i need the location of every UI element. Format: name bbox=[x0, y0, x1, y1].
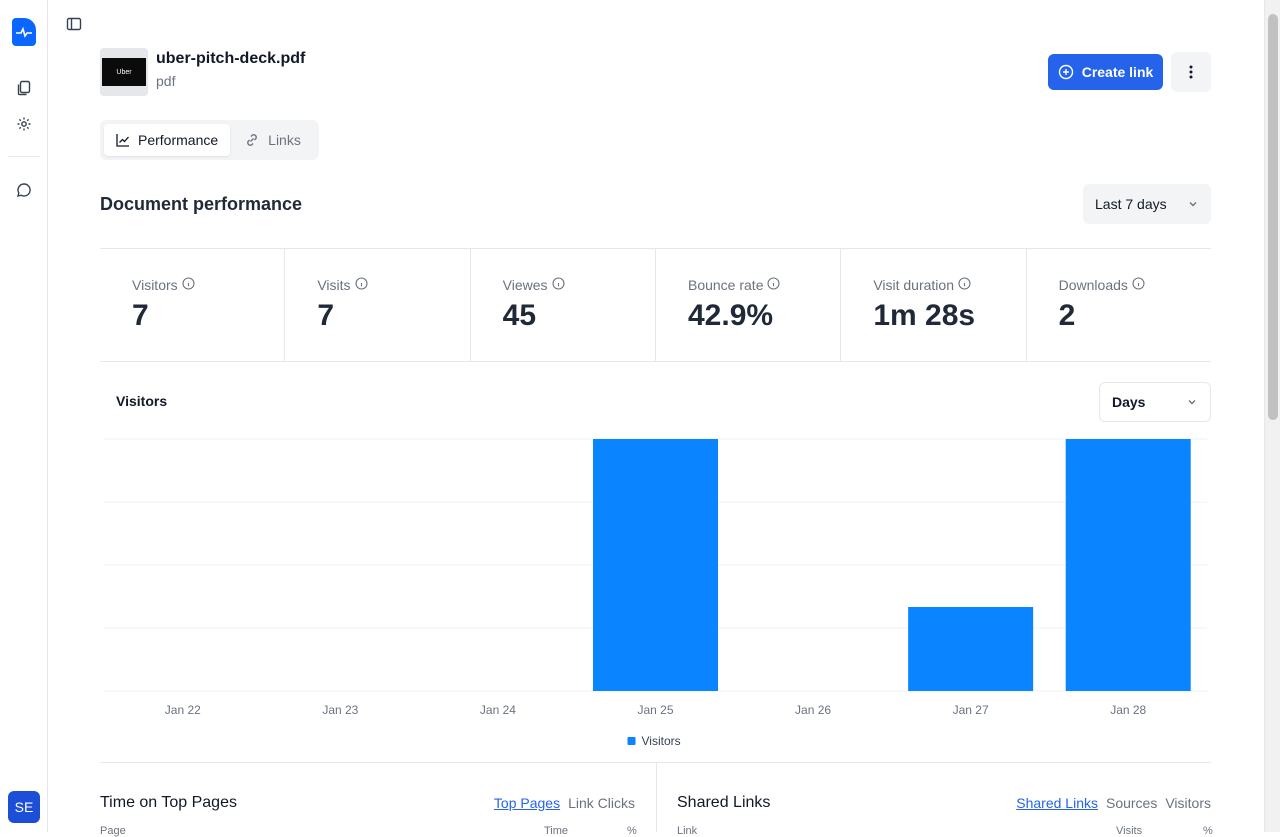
info-icon[interactable] bbox=[767, 277, 781, 293]
column-header-time: Time bbox=[544, 825, 569, 837]
tab-performance[interactable]: Performance bbox=[104, 124, 231, 156]
visitors-link[interactable]: Visitors bbox=[1165, 795, 1211, 811]
app-rail: SE bbox=[0, 0, 48, 832]
create-link-label: Create link bbox=[1081, 64, 1154, 80]
stat-label: Visitors bbox=[132, 277, 178, 293]
stat-label: Viewes bbox=[502, 277, 548, 293]
stats-row: Visitors 7 Visits 7 Viewes 45 Bounce rat… bbox=[100, 248, 1211, 362]
line-chart-icon bbox=[116, 134, 129, 147]
section-title: Document performance bbox=[100, 194, 303, 214]
info-icon[interactable] bbox=[958, 277, 971, 293]
stat-card: Visit duration 1m 28s bbox=[841, 249, 1027, 361]
shared-links-switcher: Shared Links Sources Visitors bbox=[1016, 795, 1211, 811]
column-header-percent: % bbox=[1203, 825, 1213, 837]
x-tick-label: Jan 25 bbox=[637, 703, 673, 717]
stat-label: Bounce rate bbox=[687, 277, 764, 293]
view-tabs: Performance Links bbox=[100, 120, 319, 160]
top-pages-switcher: Top Pages Link Clicks bbox=[494, 795, 635, 811]
shared-links-link[interactable]: Shared Links bbox=[1016, 795, 1098, 811]
x-tick-label: Jan 24 bbox=[480, 703, 516, 717]
sidebar-toggle-icon[interactable] bbox=[64, 14, 84, 34]
info-icon[interactable] bbox=[182, 277, 195, 293]
granularity-value: Days bbox=[1112, 394, 1146, 410]
info-icon[interactable] bbox=[354, 277, 368, 293]
column-header-link: Link bbox=[677, 825, 698, 837]
x-tick-label: Jan 27 bbox=[953, 703, 989, 717]
page-scrollbar[interactable] bbox=[1264, 0, 1280, 832]
settings-icon[interactable] bbox=[14, 114, 34, 134]
chat-icon[interactable] bbox=[14, 180, 34, 200]
bar-jan-27[interactable] bbox=[908, 607, 1034, 691]
stat-value: 42.9% bbox=[687, 299, 774, 332]
chevron-down-icon bbox=[1189, 202, 1197, 207]
stat-label: Visits bbox=[317, 277, 351, 293]
stat-value: 45 bbox=[502, 299, 537, 332]
top-pages-link[interactable]: Top Pages bbox=[493, 795, 561, 811]
user-avatar[interactable]: SE bbox=[8, 791, 40, 823]
tab-links[interactable]: Links bbox=[232, 124, 313, 156]
x-tick-label: Jan 23 bbox=[322, 703, 358, 717]
thumbnail-text: Uber bbox=[102, 58, 146, 86]
chevron-down-icon bbox=[1188, 400, 1196, 405]
scrollbar-thumb[interactable] bbox=[1268, 14, 1278, 420]
x-tick-label: Jan 26 bbox=[795, 703, 831, 717]
tab-performance-label: Performance bbox=[138, 132, 219, 148]
stat-card: Bounce rate 42.9% bbox=[656, 249, 842, 361]
documents-icon[interactable] bbox=[14, 78, 34, 98]
chart-title: Visitors bbox=[116, 393, 168, 409]
date-range-select[interactable]: Last 7 days bbox=[1083, 184, 1211, 224]
sources-link[interactable]: Sources bbox=[1105, 795, 1158, 811]
top-pages-title: Time on Top Pages bbox=[100, 794, 237, 811]
stat-card: Downloads 2 bbox=[1027, 249, 1211, 361]
column-header-percent: % bbox=[627, 825, 637, 837]
bar-jan-25[interactable] bbox=[593, 439, 718, 691]
plus-circle-icon bbox=[1058, 64, 1073, 80]
x-tick-label: Jan 28 bbox=[1110, 703, 1146, 717]
create-link-button[interactable]: Create link bbox=[1048, 54, 1163, 90]
date-range-value: Last 7 days bbox=[1095, 196, 1167, 212]
link-icon bbox=[247, 134, 258, 146]
x-tick-label: Jan 22 bbox=[165, 703, 201, 717]
more-options-button[interactable] bbox=[1171, 52, 1211, 92]
stat-label: Visit duration bbox=[873, 277, 954, 293]
section-divider bbox=[100, 762, 1211, 763]
tab-links-label: Links bbox=[268, 132, 301, 148]
visitors-bar-chart: Jan 22 Jan 23 Jan 24 Jan 25 Jan 26 Jan 27 Jan … bbox=[104, 438, 1207, 748]
info-icon[interactable] bbox=[551, 277, 565, 293]
document-thumbnail: Uber bbox=[100, 48, 148, 96]
logo-icon[interactable] bbox=[12, 18, 36, 46]
stat-value: 7 bbox=[317, 299, 335, 332]
stat-card: Viewes 45 bbox=[471, 249, 656, 361]
panel-divider bbox=[656, 763, 657, 832]
bar-jan-28[interactable] bbox=[1065, 439, 1191, 691]
shared-links-title: Shared Links bbox=[677, 794, 771, 811]
stat-card: Visits 7 bbox=[285, 249, 471, 361]
legend-label[interactable]: Visitors bbox=[642, 734, 681, 748]
stat-value: 2 bbox=[1058, 299, 1076, 332]
column-header-page: Page bbox=[100, 825, 126, 837]
document-title: uber-pitch-deck.pdf bbox=[156, 50, 306, 67]
granularity-select[interactable]: Days bbox=[1099, 382, 1211, 422]
stat-label: Downloads bbox=[1058, 277, 1128, 293]
column-header-visits: Visits bbox=[1116, 825, 1143, 837]
rail-divider bbox=[8, 156, 40, 157]
stat-value: 1m 28s bbox=[873, 299, 976, 332]
stat-value: 7 bbox=[132, 299, 149, 332]
stat-card: Visitors 7 bbox=[100, 249, 286, 361]
document-type: pdf bbox=[156, 73, 176, 89]
info-icon[interactable] bbox=[1132, 277, 1145, 293]
legend-swatch bbox=[627, 737, 636, 745]
more-vertical-icon bbox=[1189, 65, 1193, 79]
link-clicks-link[interactable]: Link Clicks bbox=[568, 795, 635, 811]
